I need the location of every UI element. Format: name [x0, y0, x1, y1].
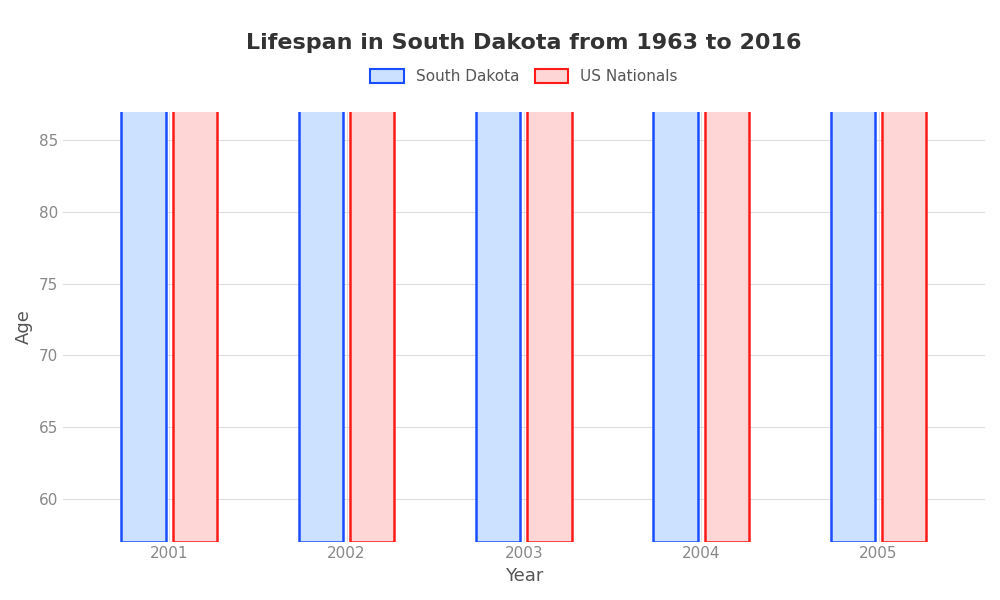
X-axis label: Year: Year [505, 567, 543, 585]
Bar [882, 0, 926, 542]
Bar [831, 0, 875, 542]
Bar [121, 0, 166, 542]
Bar [527, 0, 572, 542]
Bar [476, 0, 520, 542]
Bar [350, 0, 394, 542]
Bar [705, 0, 749, 542]
Bar [173, 0, 217, 542]
Bar [299, 0, 343, 542]
Y-axis label: Age: Age [15, 309, 33, 344]
Legend: South Dakota, US Nationals: South Dakota, US Nationals [364, 63, 684, 91]
Title: Lifespan in South Dakota from 1963 to 2016: Lifespan in South Dakota from 1963 to 20… [246, 33, 802, 53]
Bar [653, 0, 698, 542]
